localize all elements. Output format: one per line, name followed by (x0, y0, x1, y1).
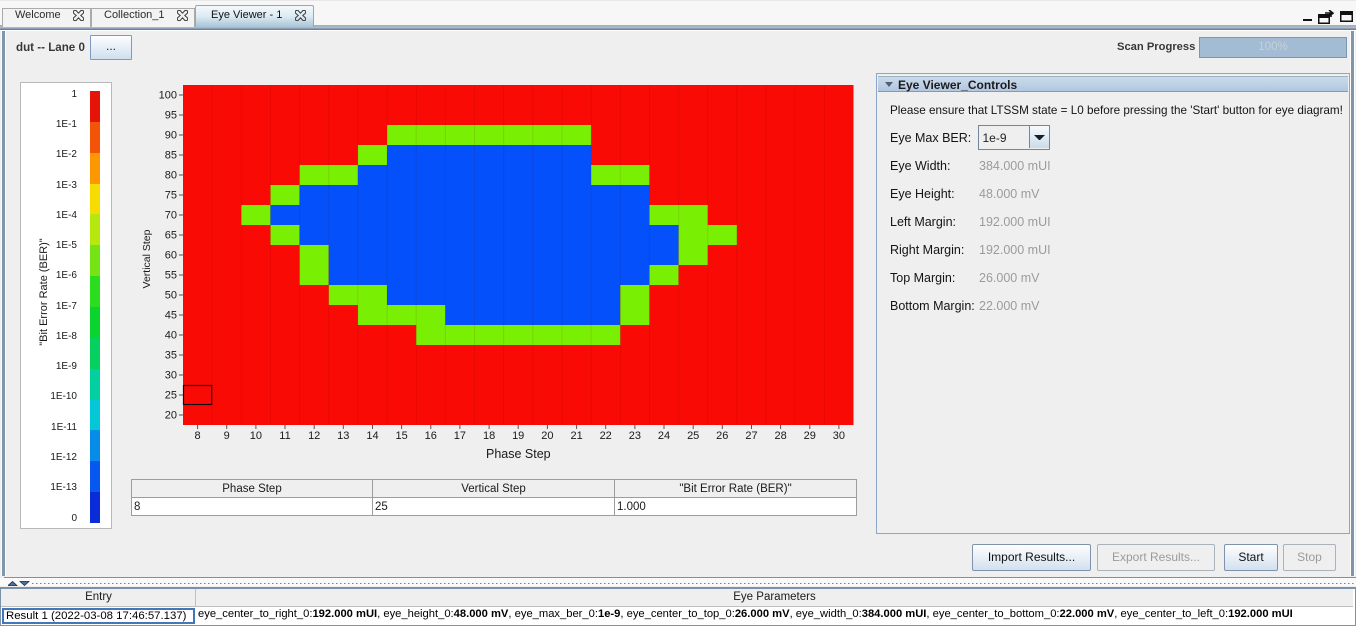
svg-text:18: 18 (483, 430, 495, 442)
svg-text:20: 20 (541, 430, 553, 442)
svg-text:75: 75 (165, 190, 177, 202)
svg-text:80: 80 (165, 170, 177, 182)
svg-text:85: 85 (165, 150, 177, 162)
svg-text:29: 29 (804, 430, 816, 442)
svg-text:21: 21 (570, 430, 582, 442)
svg-text:100: 100 (159, 90, 177, 102)
svg-text:65: 65 (165, 230, 177, 242)
svg-text:8: 8 (195, 430, 201, 442)
svg-text:28: 28 (774, 430, 786, 442)
svg-text:70: 70 (165, 210, 177, 222)
svg-text:60: 60 (165, 250, 177, 262)
svg-text:30: 30 (833, 430, 845, 442)
svg-text:45: 45 (165, 310, 177, 322)
svg-text:11: 11 (279, 430, 290, 442)
svg-text:90: 90 (165, 130, 177, 142)
svg-text:23: 23 (629, 430, 641, 442)
svg-text:30: 30 (165, 370, 177, 382)
svg-text:25: 25 (165, 390, 177, 402)
svg-text:25: 25 (687, 430, 699, 442)
svg-text:24: 24 (658, 430, 670, 442)
svg-text:40: 40 (165, 330, 177, 342)
svg-text:17: 17 (454, 430, 466, 442)
svg-text:35: 35 (165, 350, 177, 362)
svg-text:16: 16 (425, 430, 437, 442)
svg-text:15: 15 (395, 430, 407, 442)
svg-text:12: 12 (308, 430, 320, 442)
svg-text:27: 27 (745, 430, 757, 442)
svg-text:20: 20 (165, 410, 177, 422)
svg-text:22: 22 (600, 430, 612, 442)
svg-text:55: 55 (165, 270, 177, 282)
svg-text:9: 9 (224, 430, 230, 442)
svg-text:19: 19 (512, 430, 524, 442)
svg-text:95: 95 (165, 110, 177, 122)
svg-text:50: 50 (165, 290, 177, 302)
svg-text:26: 26 (716, 430, 728, 442)
svg-text:10: 10 (250, 430, 262, 442)
svg-text:14: 14 (366, 430, 378, 442)
svg-text:13: 13 (337, 430, 349, 442)
